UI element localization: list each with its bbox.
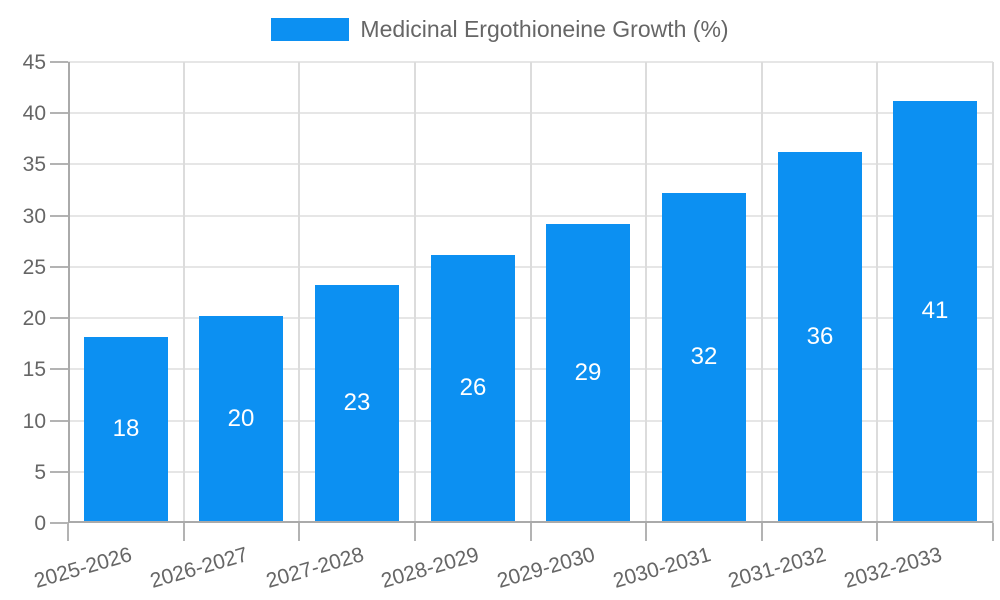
x-axis-tick-label: 2032-2033 xyxy=(841,543,945,593)
chart-legend[interactable]: Medicinal Ergothioneine Growth (%) xyxy=(0,17,1000,41)
y-axis-tick-label: 15 xyxy=(22,358,46,382)
bar: 32 xyxy=(662,193,746,521)
gridline-vertical xyxy=(645,62,647,523)
bar: 41 xyxy=(893,101,977,521)
x-axis-tick-label: 2027-2028 xyxy=(263,543,367,593)
y-axis-tick-label: 40 xyxy=(22,102,46,126)
x-axis-tick xyxy=(183,523,185,541)
bar-value-label: 20 xyxy=(227,404,255,432)
bar: 26 xyxy=(431,255,515,521)
gridline-vertical xyxy=(876,62,878,523)
y-axis-tick xyxy=(50,214,68,217)
bar: 36 xyxy=(778,152,862,521)
bar: 23 xyxy=(315,285,399,521)
x-axis-tick xyxy=(298,523,300,541)
y-axis-tick xyxy=(50,368,68,371)
bar-value-label: 36 xyxy=(806,322,834,350)
x-axis-tick-label: 2031-2032 xyxy=(725,543,829,593)
x-axis-line xyxy=(68,521,993,523)
bar: 29 xyxy=(546,224,630,521)
gridline-vertical xyxy=(992,62,994,523)
gridline-vertical xyxy=(183,62,185,523)
bar: 20 xyxy=(199,316,283,521)
x-axis-tick-label: 2029-2030 xyxy=(494,543,598,593)
legend-swatch-icon xyxy=(271,17,350,41)
y-axis-tick-label: 30 xyxy=(22,204,46,228)
y-axis-tick xyxy=(50,265,68,268)
y-axis-tick xyxy=(50,163,68,166)
x-axis-tick-label: 2025-2026 xyxy=(31,543,135,593)
y-axis-tick xyxy=(50,112,68,115)
y-axis-tick xyxy=(50,470,68,473)
plot-area: 0 5 10 15 20 25 30 35 40 45 18 20 23 26 29 32 36 41 2025-2… xyxy=(23,52,994,593)
y-axis-tick xyxy=(50,61,68,63)
gridline-vertical xyxy=(761,62,763,523)
bar-value-label: 32 xyxy=(690,343,718,370)
bar-value-label: 23 xyxy=(343,389,371,416)
bar-value-label: 29 xyxy=(574,358,602,386)
x-axis-tick xyxy=(414,523,416,541)
y-axis-tick-label: 45 xyxy=(22,51,46,74)
x-axis-tick xyxy=(67,523,69,541)
y-axis-tick-label: 20 xyxy=(22,307,46,331)
x-axis-tick xyxy=(645,523,647,541)
x-axis-tick xyxy=(876,523,878,541)
y-axis-tick-label: 25 xyxy=(22,255,46,279)
y-axis-line xyxy=(68,62,70,523)
bar: 18 xyxy=(84,337,168,521)
bar-value-label: 26 xyxy=(459,374,487,401)
gridline-vertical xyxy=(298,62,300,523)
y-axis-tick-label: 5 xyxy=(34,460,46,484)
y-axis-tick-label: 35 xyxy=(22,153,46,177)
y-axis-tick xyxy=(50,522,68,524)
x-axis-tick xyxy=(530,523,532,541)
x-axis-tick-label: 2030-2031 xyxy=(610,543,714,593)
gridline-vertical xyxy=(414,62,416,523)
y-axis-tick-label: 10 xyxy=(22,409,46,433)
x-axis-tick xyxy=(761,523,763,541)
bar-value-label: 41 xyxy=(921,297,949,324)
x-axis-tick-label: 2026-2027 xyxy=(147,543,251,593)
legend-label: Medicinal Ergothioneine Growth (%) xyxy=(360,16,729,42)
y-axis-tick xyxy=(50,317,68,320)
y-axis-tick-label: 0 xyxy=(34,512,46,535)
gridline-vertical xyxy=(530,62,532,523)
x-axis-tick xyxy=(992,523,994,541)
bar-value-label: 18 xyxy=(112,415,140,442)
y-axis-tick xyxy=(50,419,68,422)
x-axis-tick-label: 2028-2029 xyxy=(378,543,482,593)
